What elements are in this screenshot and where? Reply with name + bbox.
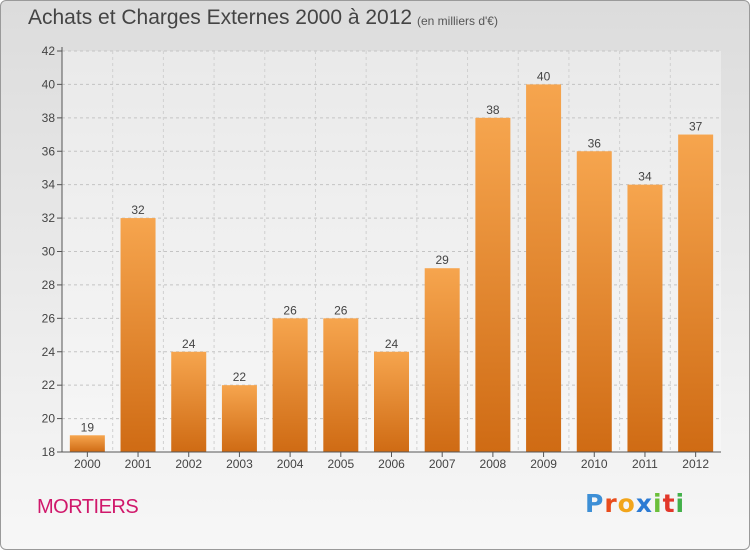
data-label: 40 <box>537 69 551 83</box>
logo-letter: P <box>585 489 605 518</box>
bar <box>272 318 308 452</box>
data-label: 24 <box>182 337 196 351</box>
data-label: 37 <box>689 120 703 134</box>
x-axis-ticks: 2000 2001 2002 2003 2004 2005 2006 2007 2008 2009… <box>74 452 709 471</box>
logo-letter: i <box>675 489 686 518</box>
bar <box>576 151 612 452</box>
x-tick-label: 2001 <box>125 457 152 471</box>
data-label: 38 <box>486 103 500 117</box>
data-label: 29 <box>436 253 450 267</box>
proxiti-logo: Proxiti <box>585 489 685 518</box>
x-tick-label: 2012 <box>682 457 709 471</box>
grid-lines <box>62 50 721 453</box>
x-tick-label: 2006 <box>378 457 405 471</box>
y-tick-label: 34 <box>42 178 56 192</box>
logo-letter: o <box>617 489 636 518</box>
bar <box>526 84 562 453</box>
unit-note: (en milliers d'€) <box>417 14 498 28</box>
bar <box>69 435 105 452</box>
y-tick-label: 40 <box>42 77 56 91</box>
data-label: 26 <box>283 303 297 317</box>
y-axis-ticks: 18 20 22 24 26 28 30 32 34 36 38 40 42 <box>42 44 62 459</box>
x-tick-label: 2004 <box>277 457 304 471</box>
data-label: 19 <box>81 420 95 434</box>
bar <box>475 117 511 452</box>
x-tick-label: 2007 <box>429 457 456 471</box>
bar <box>221 385 257 452</box>
data-label: 36 <box>588 136 602 150</box>
location-name: MORTIERS <box>37 496 139 518</box>
x-tick-label: 2011 <box>632 457 658 471</box>
data-label: 32 <box>131 203 145 217</box>
x-tick-label: 2002 <box>175 457 202 471</box>
bar <box>424 268 460 452</box>
data-label: 34 <box>638 170 652 184</box>
bar <box>171 351 207 452</box>
data-label: 22 <box>233 370 247 384</box>
y-tick-label: 22 <box>42 378 56 392</box>
y-tick-label: 20 <box>42 412 56 426</box>
logo-letter: r <box>604 489 618 518</box>
y-tick-label: 38 <box>42 111 56 125</box>
y-tick-label: 30 <box>42 245 56 259</box>
bar <box>374 351 409 452</box>
logo-letter: x <box>635 489 653 518</box>
bar <box>678 134 714 452</box>
y-tick-label: 24 <box>42 345 56 359</box>
data-labels: 19 32 24 22 26 26 24 29 38 40 36 34 37 <box>81 69 703 434</box>
y-tick-label: 42 <box>42 44 56 58</box>
data-label: 24 <box>385 337 399 351</box>
y-tick-label: 32 <box>42 211 56 225</box>
x-tick-label: 2009 <box>530 457 557 471</box>
x-tick-label: 2000 <box>74 457 101 471</box>
x-tick-label: 2003 <box>226 457 253 471</box>
bars <box>69 84 714 453</box>
bar <box>120 218 156 452</box>
x-tick-label: 2005 <box>327 457 354 471</box>
bar <box>627 184 663 452</box>
y-tick-label: 26 <box>42 311 56 325</box>
logo-letter: i <box>653 489 663 518</box>
chart-title: Achats et Charges Externes 2000 à 2012 <box>28 6 413 29</box>
x-tick-label: 2010 <box>581 457 608 471</box>
y-tick-label: 28 <box>42 278 56 292</box>
y-tick-label: 36 <box>42 144 56 158</box>
logo-letter: t <box>662 489 676 518</box>
data-label: 26 <box>334 303 348 317</box>
x-tick-label: 2008 <box>480 457 507 471</box>
bar <box>323 318 359 452</box>
y-tick-label: 18 <box>42 445 56 459</box>
